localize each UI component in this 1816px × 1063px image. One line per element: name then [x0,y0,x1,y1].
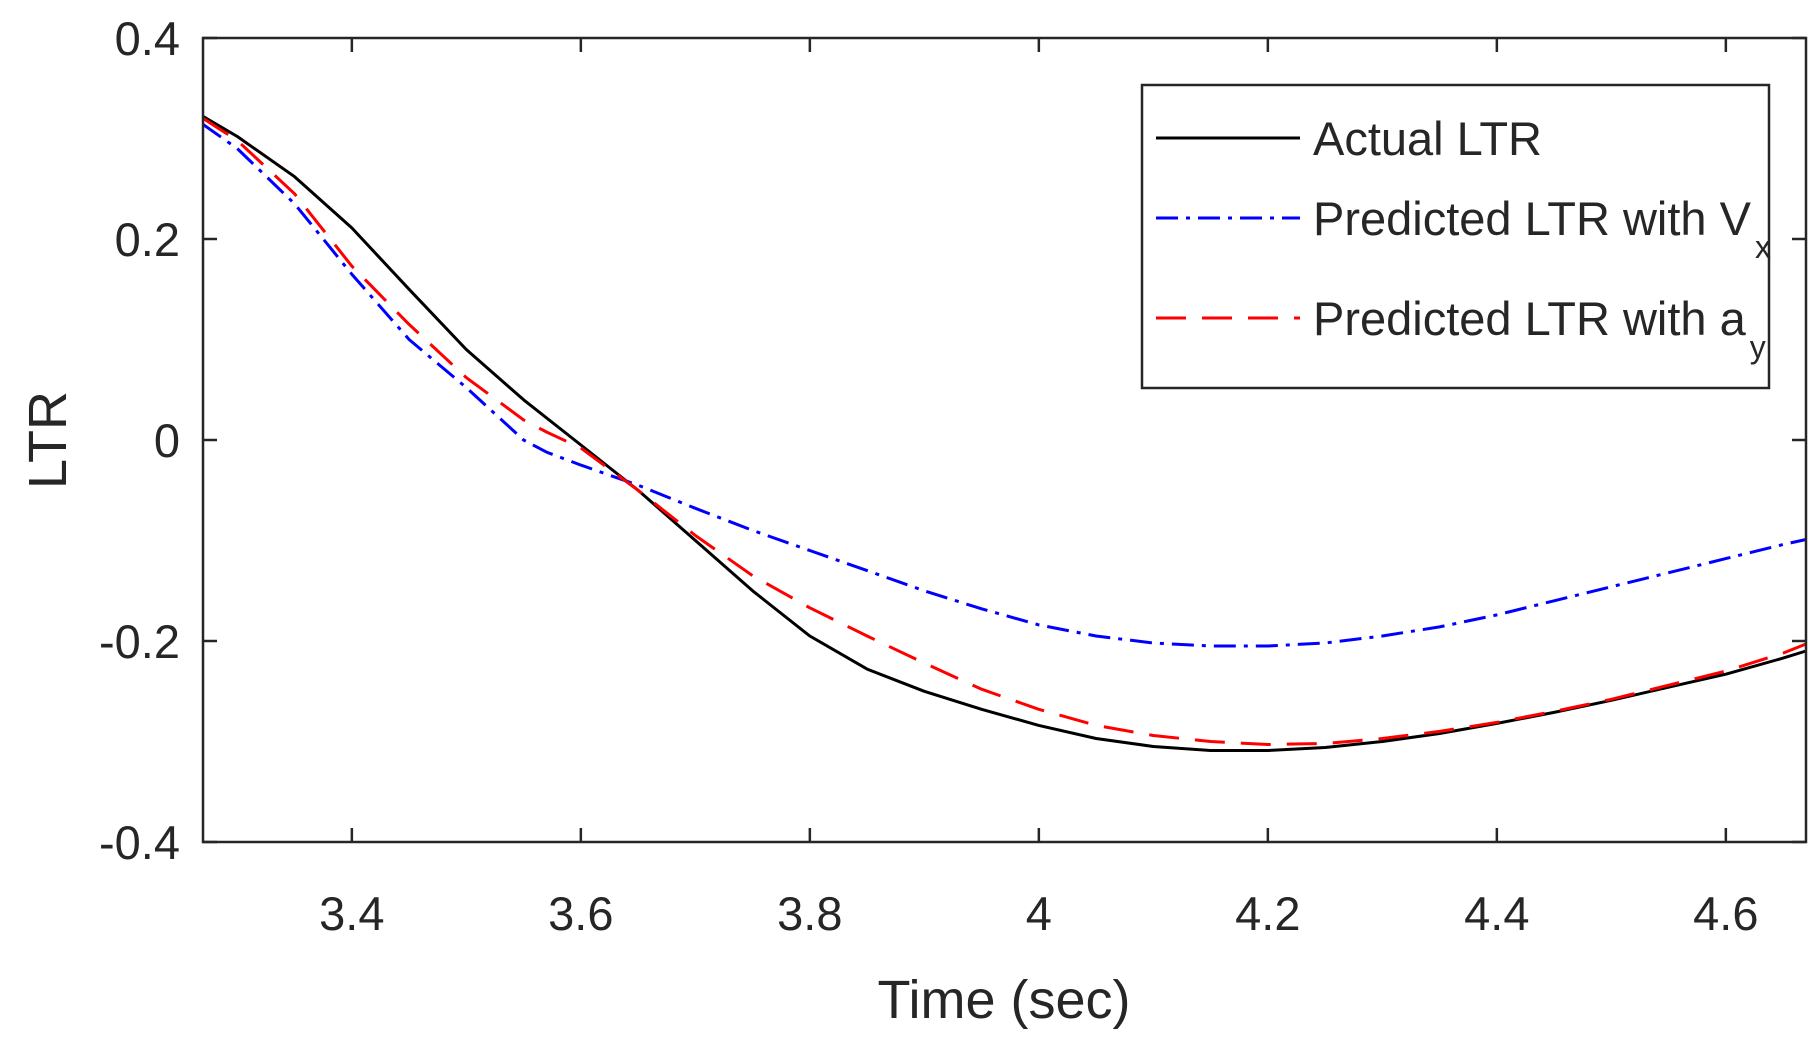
y-tick-label: 0.2 [115,213,180,266]
x-tick-label: 3.4 [319,887,384,940]
y-tick-label: -0.4 [99,816,180,869]
legend-label-0: Actual LTR [1313,112,1542,165]
x-axis-title: Time (sec) [878,970,1131,1030]
x-tick-label: 4.4 [1464,887,1529,940]
legend-label-1: Predicted LTR with V [1313,192,1752,245]
x-axis: 3.4 3.6 3.8 4 4.2 4.4 4.6 [319,38,1759,940]
x-tick-label: 4 [1026,887,1052,940]
y-tick-label: 0.4 [115,12,180,65]
x-tick-label: 3.8 [777,887,842,940]
series-line-1 [202,123,1807,648]
legend-subscript-2: y [1750,329,1766,365]
legend-subscript-1: x [1755,229,1771,265]
series-layer [202,115,1807,752]
legend: Actual LTR Predicted LTR with VxPredicted… [1140,83,1771,390]
x-tick-label: 4.2 [1235,887,1300,940]
x-tick-label: 4.6 [1693,887,1758,940]
legend-label-2: Predicted LTR with a [1313,292,1747,345]
series-line-2 [202,117,1807,746]
y-axis-title: LTR [18,391,78,489]
legend-box [1140,83,1771,390]
y-tick-label: -0.2 [99,615,180,668]
y-axis: -0.4 -0.2 0 0.2 0.4 [99,12,1806,869]
x-tick-label: 3.6 [548,887,613,940]
y-tick-label: 0 [154,414,180,467]
